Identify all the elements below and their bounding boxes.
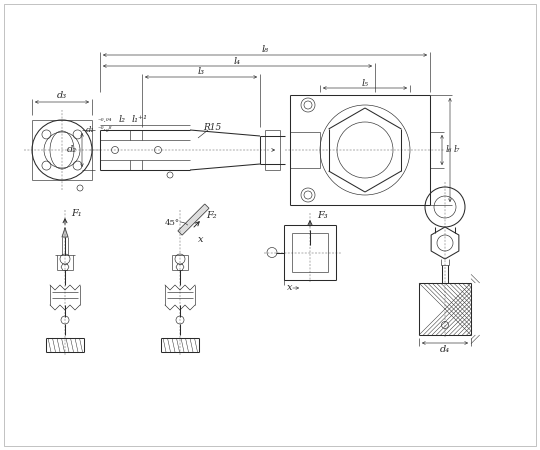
Text: l₇: l₇ <box>454 145 461 154</box>
Text: x: x <box>198 235 204 244</box>
Text: l₂: l₂ <box>118 116 125 125</box>
Text: F₂: F₂ <box>206 212 217 220</box>
Text: d₃: d₃ <box>57 91 67 100</box>
Text: l₁⁺¹: l₁⁺¹ <box>132 116 148 125</box>
Text: l₄: l₄ <box>234 57 241 66</box>
Text: d₁: d₁ <box>86 126 95 134</box>
Text: d₄: d₄ <box>440 345 450 354</box>
Text: F₃: F₃ <box>317 211 328 220</box>
Text: l₅: l₅ <box>361 78 368 87</box>
Text: 45°: 45° <box>165 219 179 227</box>
Polygon shape <box>178 204 209 235</box>
Polygon shape <box>62 228 68 237</box>
Text: ⁻⁰⋅⁰⁴: ⁻⁰⋅⁰⁴ <box>98 118 112 126</box>
Text: l₆: l₆ <box>446 145 453 154</box>
Text: R15: R15 <box>203 123 221 132</box>
Text: l₃: l₃ <box>198 68 205 76</box>
Text: ⁻⁰⋅₀⁸: ⁻⁰⋅₀⁸ <box>98 126 112 134</box>
Text: l₈: l₈ <box>261 45 268 54</box>
Text: x: x <box>287 284 293 292</box>
Text: d₂: d₂ <box>67 145 77 154</box>
Text: F₁: F₁ <box>71 208 82 217</box>
